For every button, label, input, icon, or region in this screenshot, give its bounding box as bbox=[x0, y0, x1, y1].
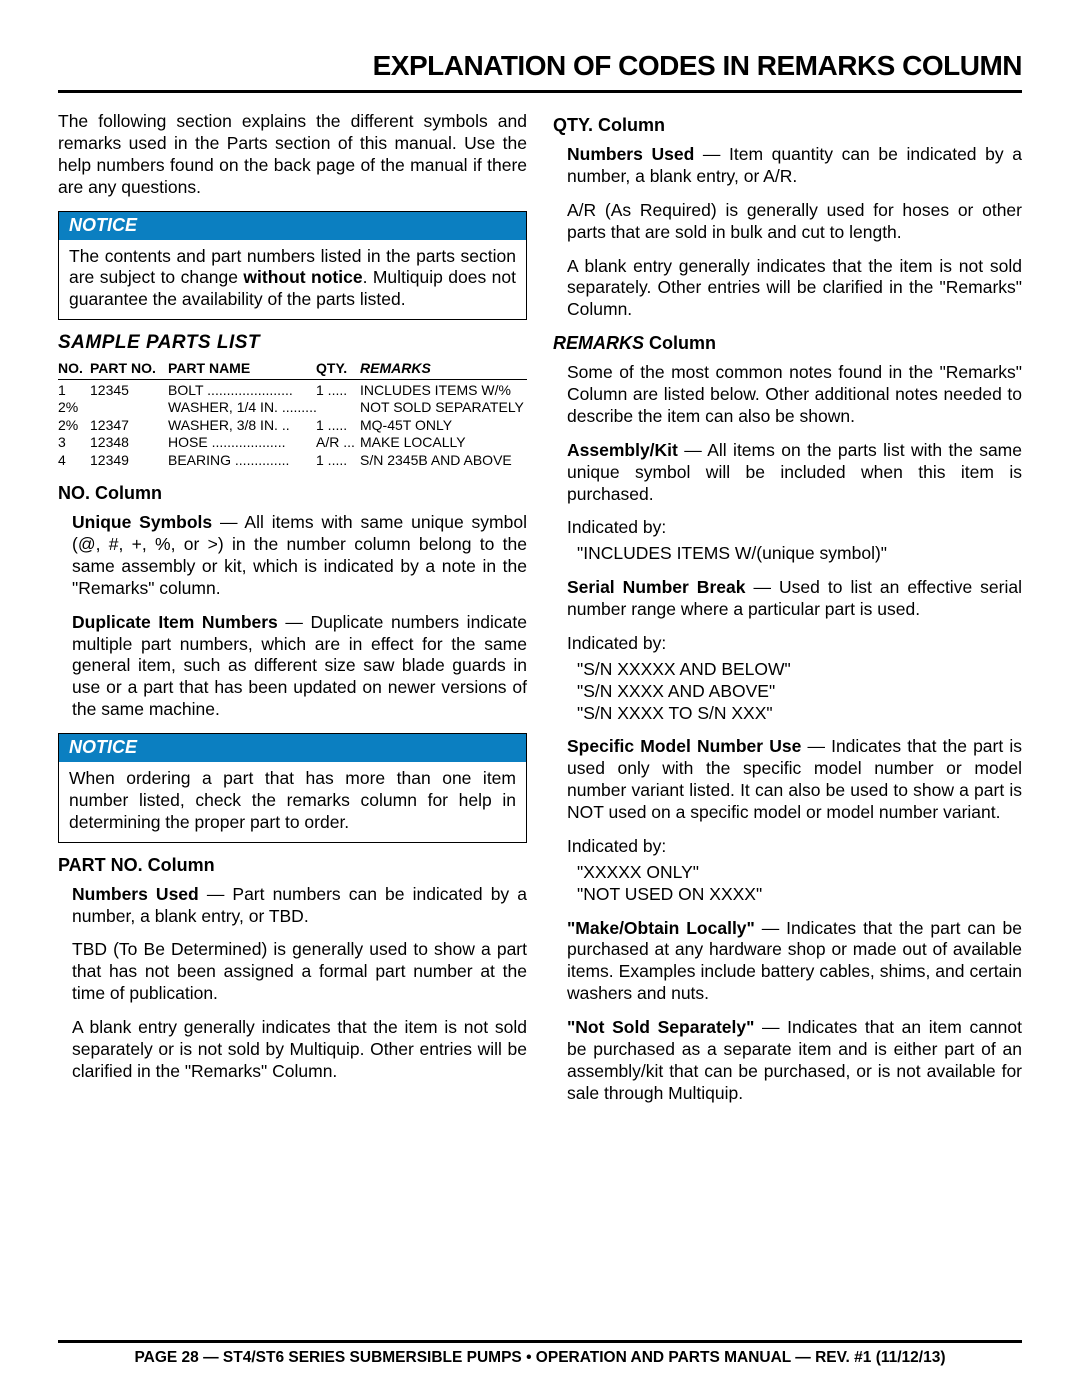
partno-column-heading: PART NO. Column bbox=[58, 855, 527, 876]
sample-row: 2%12347WASHER, 3/8 IN. ..1 .....MQ-45T O… bbox=[58, 417, 527, 435]
notice-box-2: NOTICE When ordering a part that has mor… bbox=[58, 733, 527, 843]
no-duplicate-items: Duplicate Item Numbers — Duplicate numbe… bbox=[72, 612, 527, 721]
sample-header-row: NO. PART NO. PART NAME QTY. REMARKS bbox=[58, 360, 527, 380]
notice-header: NOTICE bbox=[59, 734, 526, 762]
qty-column-heading: QTY. Column bbox=[553, 115, 1022, 136]
notice-box-1: NOTICE The contents and part numbers lis… bbox=[58, 211, 527, 321]
remarks-plain: Column bbox=[644, 333, 716, 353]
quote-line: "S/N XXXXX AND BELOW" bbox=[577, 659, 1022, 681]
col-partname: PART NAME bbox=[168, 360, 316, 378]
pn-blank: A blank entry generally indicates that t… bbox=[72, 1017, 527, 1083]
col-qty: QTY. bbox=[316, 360, 360, 378]
indicated-by: Indicated by: bbox=[567, 633, 1022, 655]
assembly-quote: "INCLUDES ITEMS W/(unique symbol)" bbox=[567, 543, 1022, 565]
label: "Not Sold Separately" bbox=[567, 1017, 754, 1037]
indicated-by: Indicated by: bbox=[567, 836, 1022, 858]
intro-text: The following section explains the diffe… bbox=[58, 111, 527, 199]
pn-tbd: TBD (To Be Determined) is generally used… bbox=[72, 939, 527, 1005]
quote-line: "INCLUDES ITEMS W/(unique symbol)" bbox=[577, 543, 1022, 565]
quote-line: "S/N XXXX TO S/N XXX" bbox=[577, 703, 1022, 725]
sample-row: 412349BEARING ..............1 .....S/N 2… bbox=[58, 452, 527, 470]
sample-row: 112345BOLT ......................1 .....… bbox=[58, 382, 527, 400]
no-unique-symbols: Unique Symbols — All items with same uni… bbox=[72, 512, 527, 600]
label: Specific Model Number Use bbox=[567, 736, 801, 756]
label: Serial Number Break bbox=[567, 577, 745, 597]
remarks-serial: Serial Number Break — Used to list an ef… bbox=[567, 577, 1022, 621]
right-column: QTY. Column Numbers Used — Item quantity… bbox=[553, 111, 1022, 1117]
label: Unique Symbols bbox=[72, 512, 212, 532]
label: Assembly/Kit bbox=[567, 440, 678, 460]
label: Duplicate Item Numbers bbox=[72, 612, 278, 632]
remarks-column-heading: REMARKS Column bbox=[553, 333, 1022, 354]
sample-row: 2%WASHER, 1/4 IN. .........NOT SOLD SEPA… bbox=[58, 399, 527, 417]
sample-parts-list: NO. PART NO. PART NAME QTY. REMARKS 1123… bbox=[58, 360, 527, 469]
content-columns: The following section explains the diffe… bbox=[58, 111, 1022, 1117]
indicated-by: Indicated by: bbox=[567, 517, 1022, 539]
qty-ar: A/R (As Required) is generally used for … bbox=[567, 200, 1022, 244]
notice-body: When ordering a part that has more than … bbox=[59, 762, 526, 842]
quote-line: "NOT USED ON XXXX" bbox=[577, 884, 1022, 906]
label: "Make/Obtain Locally" bbox=[567, 918, 755, 938]
quote-line: "S/N XXXX AND ABOVE" bbox=[577, 681, 1022, 703]
qty-numbers-used: Numbers Used — Item quantity can be indi… bbox=[567, 144, 1022, 188]
sample-row: 312348HOSE ...................A/R ...MAK… bbox=[58, 434, 527, 452]
remarks-ital: REMARKS bbox=[553, 333, 644, 353]
quote-line: "XXXXX ONLY" bbox=[577, 862, 1022, 884]
page-footer: PAGE 28 — ST4/ST6 SERIES SUBMERSIBLE PUM… bbox=[58, 1340, 1022, 1367]
serial-quotes: "S/N XXXXX AND BELOW" "S/N XXXX AND ABOV… bbox=[567, 659, 1022, 725]
remarks-intro: Some of the most common notes found in t… bbox=[567, 362, 1022, 428]
col-no: NO. bbox=[58, 360, 90, 378]
no-column-heading: NO. Column bbox=[58, 483, 527, 504]
remarks-model: Specific Model Number Use — Indicates th… bbox=[567, 736, 1022, 824]
model-quotes: "XXXXX ONLY" "NOT USED ON XXXX" bbox=[567, 862, 1022, 906]
col-remarks: REMARKS bbox=[360, 360, 527, 378]
notice-header: NOTICE bbox=[59, 212, 526, 240]
label: Numbers Used bbox=[567, 144, 694, 164]
label: Numbers Used bbox=[72, 884, 199, 904]
pn-numbers-used: Numbers Used — Part numbers can be indic… bbox=[72, 884, 527, 928]
qty-blank: A blank entry generally indicates that t… bbox=[567, 256, 1022, 322]
remarks-assembly: Assembly/Kit — All items on the parts li… bbox=[567, 440, 1022, 506]
remarks-make-locally: "Make/Obtain Locally" — Indicates that t… bbox=[567, 918, 1022, 1006]
left-column: The following section explains the diffe… bbox=[58, 111, 527, 1117]
notice-text-b: without notice bbox=[243, 267, 362, 287]
col-partno: PART NO. bbox=[90, 360, 168, 378]
notice-body: The contents and part numbers listed in … bbox=[59, 240, 526, 320]
sample-parts-title: SAMPLE PARTS LIST bbox=[58, 332, 527, 354]
remarks-not-sold: "Not Sold Separately" — Indicates that a… bbox=[567, 1017, 1022, 1105]
page-title: EXPLANATION OF CODES IN REMARKS COLUMN bbox=[58, 50, 1022, 93]
